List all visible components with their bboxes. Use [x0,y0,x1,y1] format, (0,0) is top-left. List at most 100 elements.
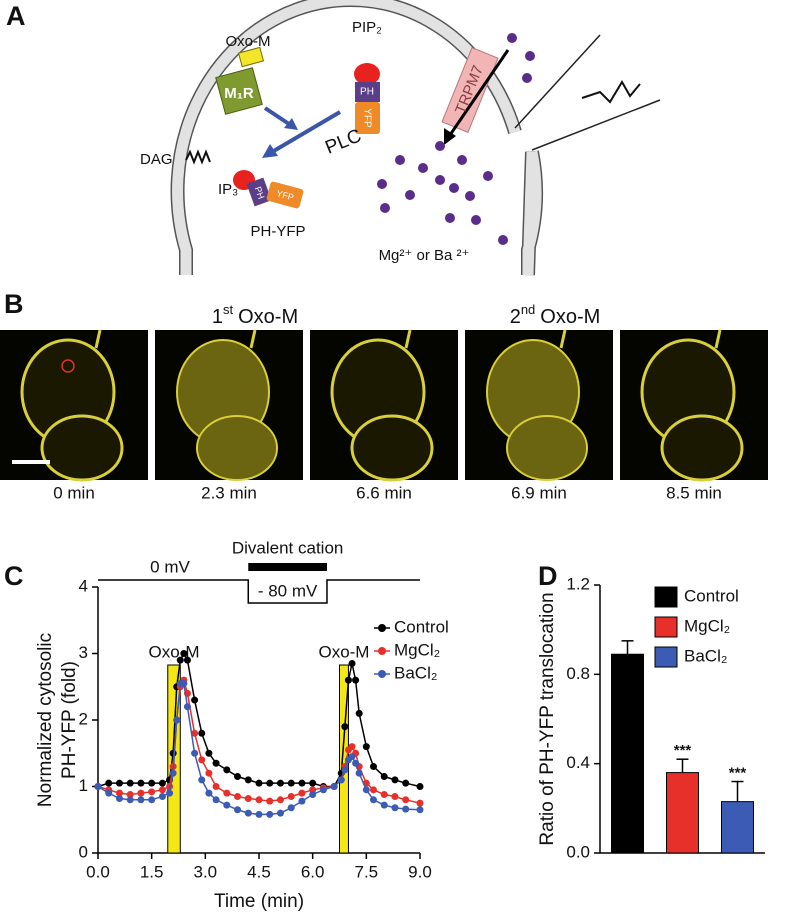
data-point [126,790,134,798]
legend-marker [378,647,386,655]
data-point [191,696,199,704]
y-axis-label: PH-YFP (fold) [59,661,80,779]
ion [498,235,508,245]
data-point [255,810,263,818]
step-label: - 80 mV [258,581,318,600]
cation-bar [248,563,327,571]
lipid-label: PIP₂ [352,19,382,36]
probe-label: PH-YFP [250,223,305,240]
stimulus-label: Oxo-M [318,642,369,661]
frame-header: 1st Oxo-M [212,302,298,328]
data-point [380,773,388,781]
ion [435,175,445,185]
x-tick-label: 9.0 [408,862,432,881]
series-line [97,682,421,816]
data-point [416,806,424,814]
header-text: Oxo-M [540,306,600,328]
roi [61,359,75,373]
data-point [362,786,370,794]
data-point [137,789,145,797]
protocol-label: Divalent cation [232,538,344,557]
header-suffix: st [223,302,234,317]
bar [666,772,699,854]
cell [350,414,434,482]
data-point [198,756,206,764]
data-point [266,797,274,805]
data-point [355,769,363,777]
x-tick-label: 3.0 [194,862,218,881]
y-tick-label: 0.0 [566,842,590,861]
data-point [319,786,327,794]
data-point [148,788,156,796]
data-point [180,650,188,657]
stimulus-label: Oxo-M [149,642,200,661]
ion [507,33,517,43]
data-point [205,789,213,797]
legend-label: BaCl₂ [684,646,727,665]
data-point [223,766,231,774]
data-point [276,809,284,817]
data-point [341,723,349,731]
data-point [309,790,317,798]
data-point [344,676,352,684]
data-point [391,792,399,800]
legend-swatch [654,616,678,638]
ip3-yfp [266,181,304,209]
cell [40,414,124,482]
data-point [402,805,410,813]
data-point [126,796,134,804]
electrode [581,80,641,104]
data-point [148,796,156,804]
legend-label: MgCl₂ [684,616,730,635]
data-point [191,749,199,757]
frame-time: 6.6 min [356,483,412,502]
ion [471,215,481,225]
data-point [115,789,123,797]
data-point [166,789,174,797]
ion [457,155,467,165]
data-point [205,769,213,777]
data-point [287,804,295,812]
data-point [276,796,284,804]
bar [611,653,644,854]
data-point [198,729,206,737]
data-point [234,792,242,800]
data-point [191,729,199,737]
cell [506,415,588,481]
data-point [244,794,252,802]
data-point [244,776,252,784]
bar [721,801,754,854]
series-line [97,678,421,804]
data-point [115,779,123,787]
data-point [137,796,145,804]
data-point [183,703,191,711]
panel-label: B [4,289,24,319]
legend-marker [378,624,386,632]
data-point [380,790,388,798]
data-point [255,796,263,804]
frame-header: 2nd Oxo-M [510,302,601,328]
y-tick-label: 4 [79,576,88,595]
x-tick-label: 0.0 [86,862,110,881]
data-point [369,763,377,771]
data-point [158,786,166,794]
ligand-label: Oxo-M [226,33,271,50]
ion [525,51,535,61]
y-axis-label: Ratio of PH-YFP translocation [537,592,558,845]
data-point [198,776,206,784]
y-axis-label: Normalized cytosolic [35,633,56,807]
data-point [369,786,377,794]
data-point [94,783,102,790]
data-point [234,773,242,781]
panel-label: A [6,1,26,31]
ions [377,33,535,245]
frame-time: 8.5 min [666,483,722,502]
ip3-ph [246,177,272,207]
process [559,329,567,349]
probe-head [354,63,380,85]
data-point [244,809,252,817]
dag-label: DAG [140,151,173,168]
ion [377,179,387,189]
process [714,329,722,349]
